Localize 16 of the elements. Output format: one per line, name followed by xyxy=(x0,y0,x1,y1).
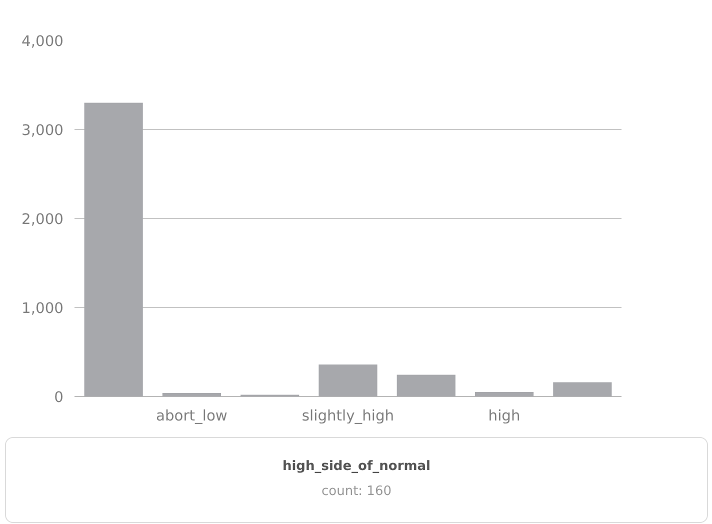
bar xyxy=(474,392,534,396)
x-tick-label: slightly_high xyxy=(302,408,394,424)
bar xyxy=(162,392,222,396)
y-tick-label: 4,000 xyxy=(22,33,64,50)
bar xyxy=(318,364,378,396)
x-tick-label: abort_low xyxy=(156,408,228,424)
y-tick-label: 2,000 xyxy=(22,211,64,228)
y-tick-label: 0 xyxy=(54,389,64,406)
bar xyxy=(553,382,612,396)
text: count: 160 xyxy=(320,482,392,501)
bar xyxy=(84,102,143,396)
y-tick-label: 1,000 xyxy=(22,300,64,317)
bar xyxy=(396,374,456,396)
x-tick-label: high xyxy=(488,408,520,424)
y-tick-label: 3,000 xyxy=(22,122,64,139)
text: high_side_of_normal xyxy=(282,458,431,476)
